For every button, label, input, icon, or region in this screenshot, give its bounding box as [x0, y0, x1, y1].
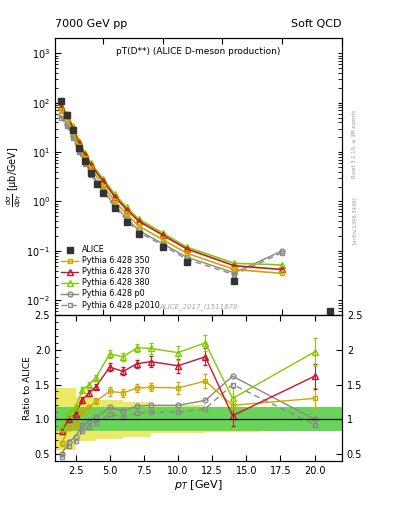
Text: 7000 GeV pp: 7000 GeV pp	[55, 19, 127, 29]
Text: Soft QCD: Soft QCD	[292, 19, 342, 29]
Text: ALICE_2017_I1511870: ALICE_2017_I1511870	[159, 303, 238, 310]
Y-axis label: Ratio to ALICE: Ratio to ALICE	[23, 356, 32, 420]
Text: [arXiv:1306.3436]: [arXiv:1306.3436]	[352, 196, 357, 244]
Y-axis label: $\frac{d\sigma}{dp_T}$ [µb/GeV]: $\frac{d\sigma}{dp_T}$ [µb/GeV]	[4, 146, 24, 207]
Text: pT(D**) (ALICE D-meson production): pT(D**) (ALICE D-meson production)	[116, 47, 281, 56]
Legend: ALICE, Pythia 6.428 350, Pythia 6.428 370, Pythia 6.428 380, Pythia 6.428 p0, Py: ALICE, Pythia 6.428 350, Pythia 6.428 37…	[59, 244, 162, 311]
X-axis label: $p_T$ [GeV]: $p_T$ [GeV]	[174, 478, 223, 493]
Text: Rivet 3.1.10, ≥ 3M events: Rivet 3.1.10, ≥ 3M events	[352, 109, 357, 178]
